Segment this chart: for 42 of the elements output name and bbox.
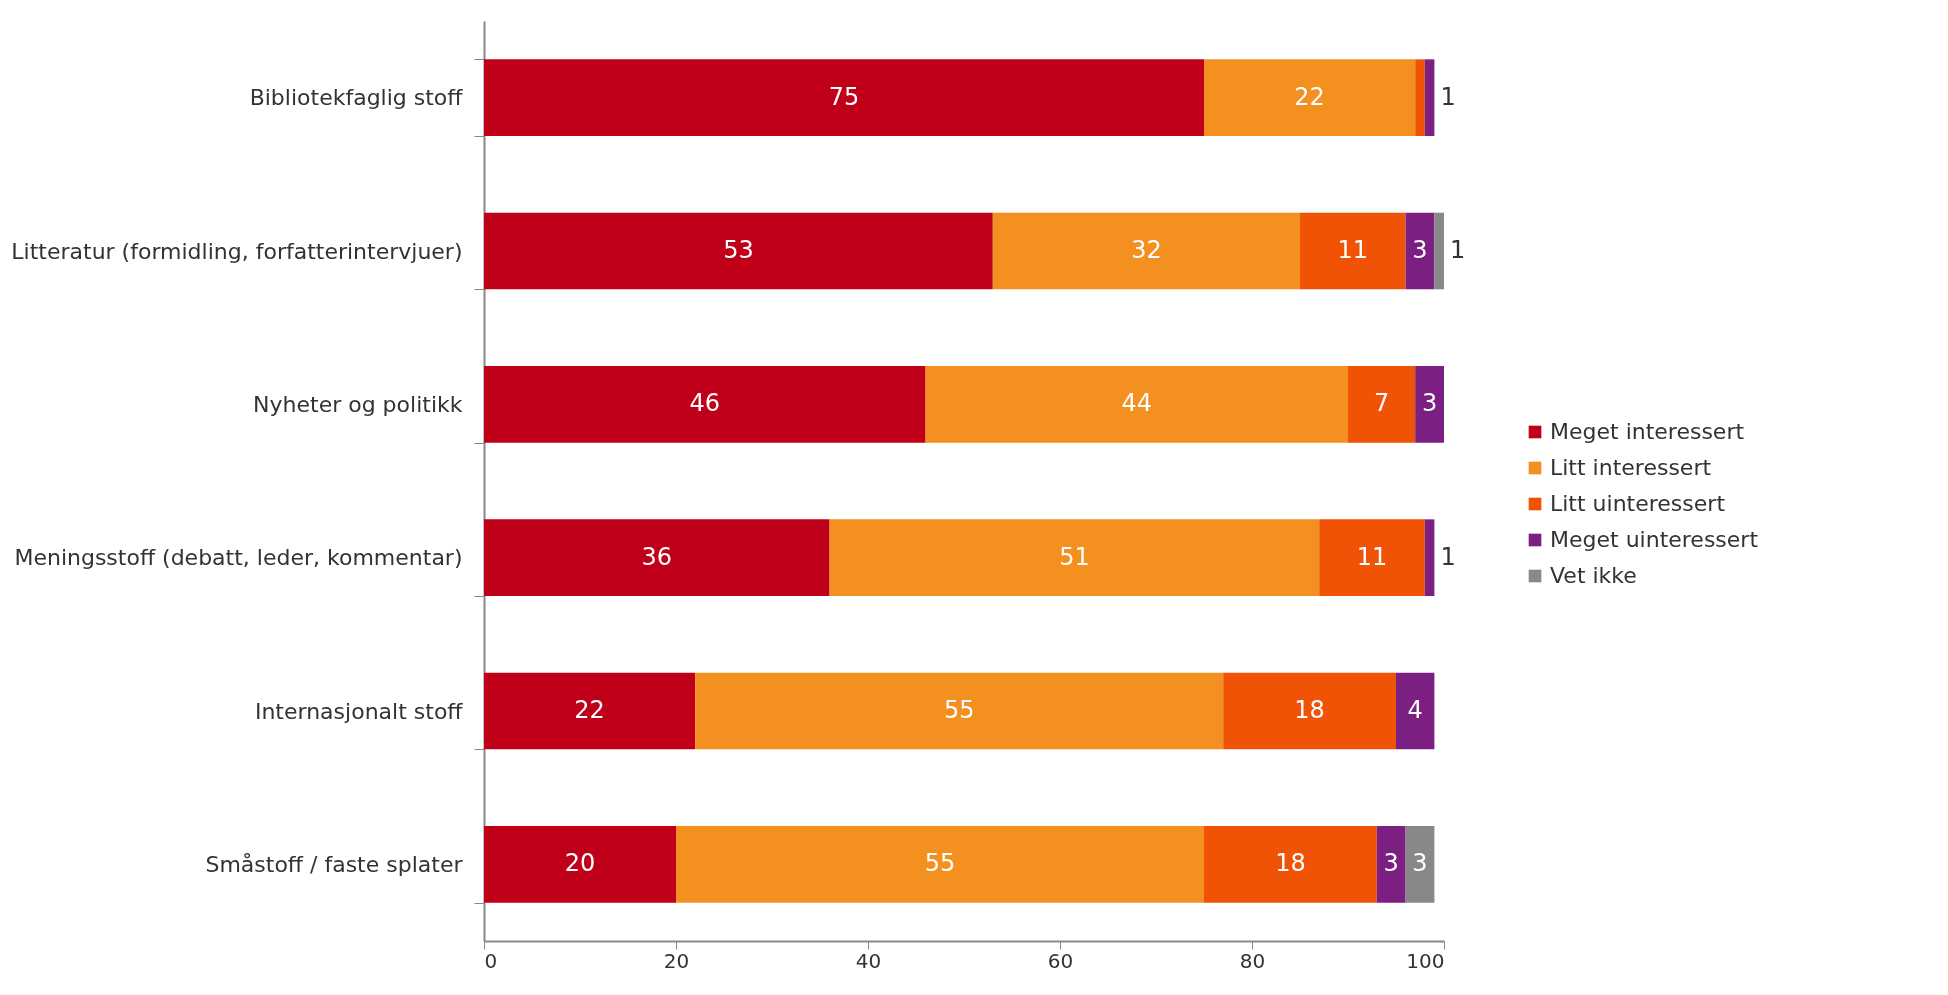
data-label: 46 (689, 389, 721, 418)
data-label: 75 (828, 82, 860, 111)
x-tick-label: 80 (1239, 948, 1266, 973)
data-label: 18 (1275, 849, 1306, 878)
y-tick-label: Småstoff / faste splater (205, 851, 464, 877)
data-label: 32 (1131, 236, 1162, 264)
data-label: 3 (1412, 236, 1428, 264)
x-tick-label: 60 (1047, 948, 1074, 973)
y-tick-label: Internasjonalt stoff (254, 698, 464, 724)
data-label: 44 (1121, 389, 1153, 418)
legend-label: Litt interessert (1550, 455, 1712, 480)
y-tick-label: Bibliotekfaglig stoff (249, 85, 464, 111)
data-label: 1 (1450, 236, 1466, 264)
x-tick-label: 40 (855, 948, 882, 973)
data-label: 1 (1440, 82, 1456, 111)
data-label: 11 (1356, 542, 1388, 571)
legend-label: Vet ikke (1550, 563, 1637, 588)
x-tick-label: 0 (484, 948, 498, 973)
y-tick-label: Meningsstoff (debatt, leder, kommentar) (14, 545, 463, 571)
x-tick-label: 100 (1406, 948, 1445, 973)
data-label: 55 (943, 696, 975, 724)
legend-label: Meget uinteressert (1550, 527, 1759, 552)
data-label: 7 (1373, 389, 1390, 418)
data-label: 36 (641, 542, 673, 571)
data-label: 22 (574, 696, 605, 724)
y-tick-label: Litteratur (formidling, forfatterintervjuer) (11, 238, 463, 264)
y-tick-label: Nyheter og politikk (253, 391, 463, 417)
data-label: 3 (1421, 389, 1438, 418)
data-label: 3 (1383, 849, 1399, 878)
legend-label: Meget interessert (1550, 419, 1745, 444)
data-label: 1 (1440, 542, 1456, 571)
data-label: 55 (924, 849, 956, 878)
data-label: 3 (1412, 849, 1428, 878)
x-tick-label: 20 (663, 948, 690, 973)
data-label: 22 (1294, 82, 1325, 111)
data-label: 4 (1407, 696, 1423, 724)
data-label: 11 (1337, 236, 1369, 264)
data-label: 18 (1294, 696, 1325, 724)
data-label: 51 (1059, 542, 1090, 571)
data-label: 20 (564, 849, 596, 878)
legend-label: Litt uinteressert (1550, 491, 1726, 516)
data-label: 53 (723, 236, 754, 264)
